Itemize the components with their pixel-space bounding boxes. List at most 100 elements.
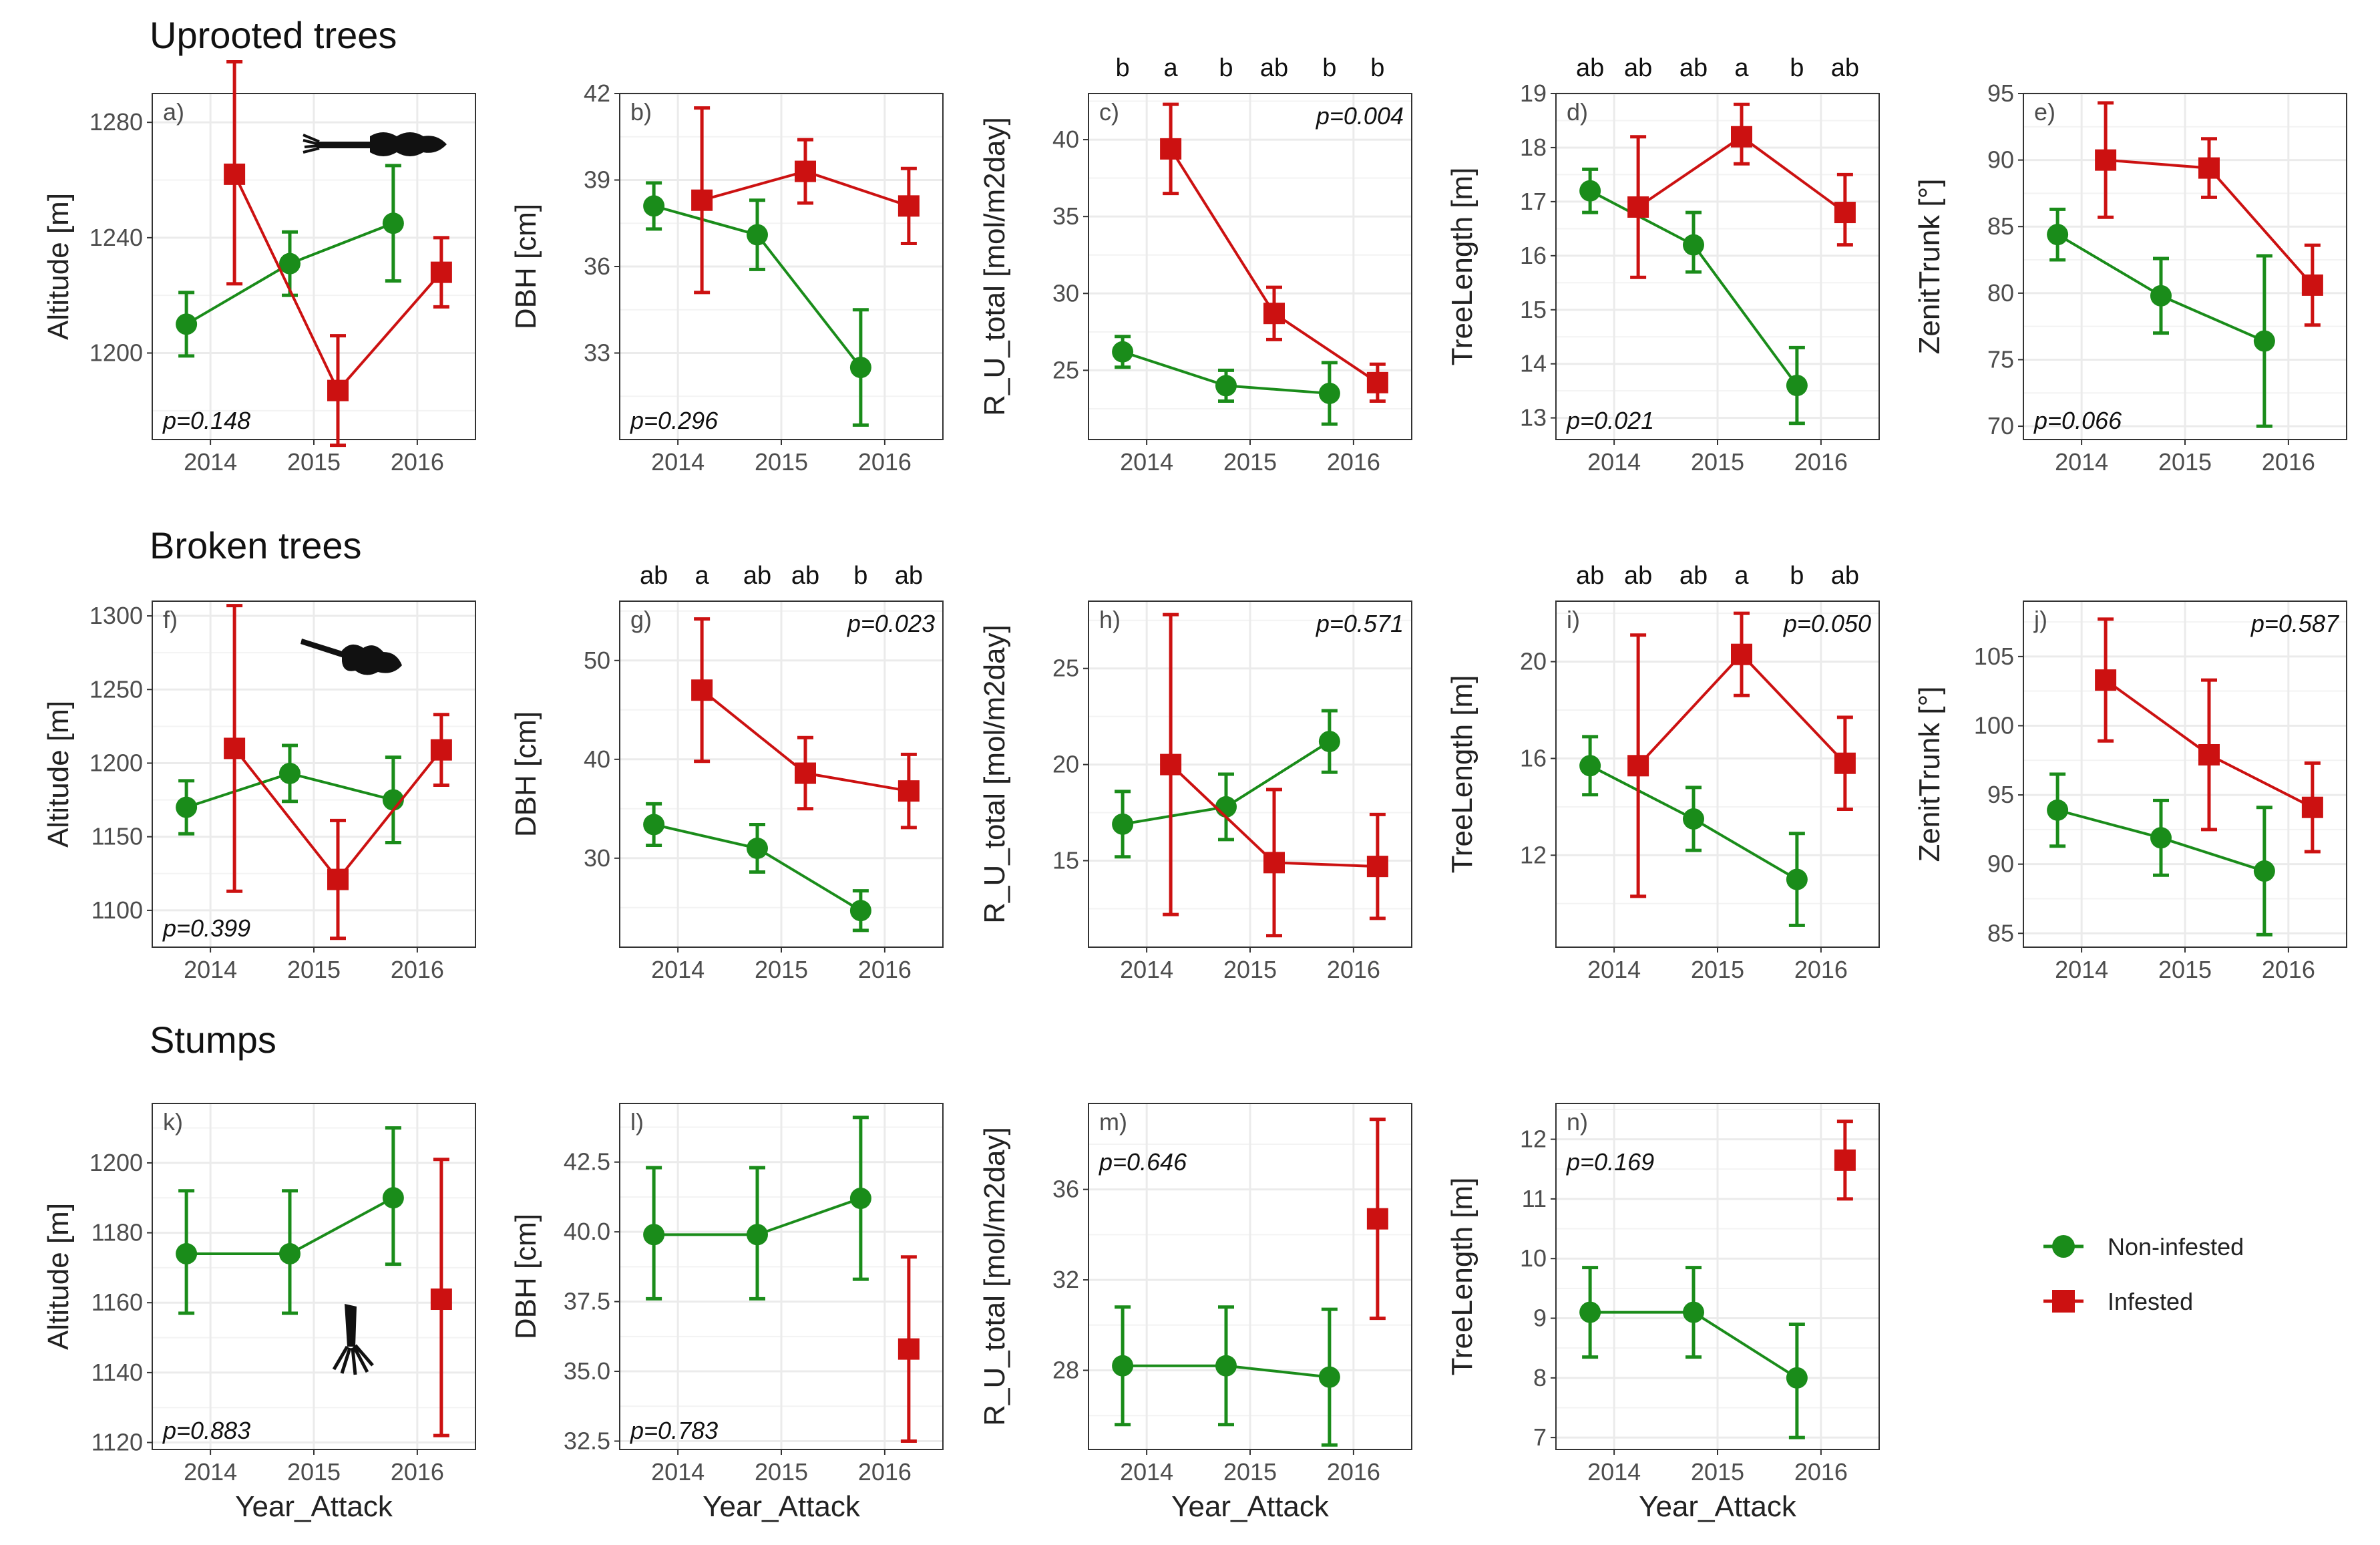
y-tick-label: 13	[1520, 404, 1547, 432]
panel-border	[152, 600, 476, 948]
x-tick-label: 2016	[391, 1458, 444, 1486]
panel-a: 1200 1240 1280 2014 2015 2016 a) p=0.148 Altitud…	[42, 60, 476, 476]
y-axis-label: ZenitTrunk [°]	[1913, 179, 1946, 355]
point-non-infested	[176, 313, 198, 335]
point-infested	[224, 737, 246, 759]
panel-border	[2023, 600, 2347, 948]
point-non-infested	[2047, 799, 2069, 821]
significance-letter: ab	[1679, 54, 1708, 82]
y-tick-label: 11	[1522, 1185, 1547, 1212]
x-tick-label: 2014	[1587, 956, 1641, 983]
y-tick-label: 1300	[89, 602, 143, 629]
panel-tag: d)	[1567, 98, 1588, 126]
y-tick-label: 33	[584, 339, 610, 367]
x-tick-label: 2015	[2158, 448, 2212, 476]
crown-shape	[370, 132, 447, 156]
p-value: p=0.066	[2033, 407, 2122, 434]
y-tick-label: 1200	[89, 339, 143, 367]
y-tick-label: 7	[1533, 1423, 1547, 1451]
y-tick-label: 70	[1987, 412, 2014, 440]
x-tick-label: 2014	[184, 448, 237, 476]
point-non-infested	[2047, 224, 2069, 246]
point-non-infested	[2150, 827, 2172, 849]
panel-b: 33 36 39 42 2014 2015 2016 b) p=0.296 DBH [cm]	[510, 79, 944, 476]
stump-icon	[332, 1304, 374, 1375]
point-non-infested	[1318, 731, 1340, 753]
broken-tree-icon	[301, 639, 402, 675]
panel-tag: m)	[1099, 1108, 1127, 1136]
y-tick-label: 30	[1052, 279, 1079, 307]
point-infested	[2301, 274, 2323, 296]
x-axis-title: Year_Attack	[703, 1490, 861, 1523]
y-tick-label: 36	[1052, 1176, 1079, 1203]
y-tick-label: 1280	[89, 108, 143, 136]
y-tick-label: 15	[1520, 296, 1547, 323]
point-infested	[2095, 149, 2117, 171]
y-tick-label: 40.0	[564, 1218, 610, 1245]
y-tick-label: 12	[1520, 841, 1547, 868]
panel-l: 32.5 35.0 37.5 40.0 42.5 2014 2015 2016 l) p=0.78…	[510, 1103, 944, 1523]
y-axis-label: DBH [cm]	[510, 711, 542, 837]
point-infested	[1366, 1208, 1388, 1230]
panel-h: 15 20 25 2014 2015 2016 h) p=0.571 R_U_total [mo…	[978, 600, 1412, 983]
y-tick-label: 40	[1052, 126, 1079, 153]
y-tick-label: 1240	[89, 224, 143, 251]
point-infested	[430, 261, 452, 283]
panel-border	[1088, 1103, 1412, 1450]
point-non-infested	[747, 1224, 768, 1246]
point-non-infested	[2150, 285, 2172, 307]
legend-infested-marker	[2052, 1290, 2075, 1313]
x-tick-label: 2015	[1223, 1458, 1277, 1486]
y-axis-label: DBH [cm]	[510, 1214, 542, 1339]
significance-letter: b	[1116, 54, 1130, 82]
x-tick-label: 2016	[1794, 448, 1848, 476]
point-infested	[1834, 202, 1856, 224]
y-tick-label: 42	[584, 79, 610, 107]
y-tick-label: 30	[584, 844, 610, 872]
panel-border	[2023, 93, 2347, 440]
panel-border	[619, 600, 944, 948]
point-infested	[327, 379, 349, 401]
roots-shape	[303, 134, 320, 154]
y-tick-label: 42.5	[564, 1148, 610, 1176]
y-tick-label: 25	[1052, 655, 1079, 682]
y-tick-label: 20	[1052, 751, 1079, 778]
y-tick-label: 39	[584, 166, 610, 194]
y-tick-label: 50	[584, 647, 610, 674]
p-value: p=0.004	[1316, 102, 1404, 130]
panel-n: 7 8 9 10 11 12 2014 2015 2016 n) p=0.169 TreeLength…	[1446, 1103, 1880, 1523]
significance-letter: ab	[791, 562, 819, 590]
x-tick-label: 2015	[1223, 956, 1277, 983]
y-tick-label: 19	[1520, 79, 1547, 107]
legend-non-infested-marker	[2052, 1235, 2075, 1258]
x-axis-title: Year_Attack	[235, 1490, 393, 1523]
x-tick-label: 2016	[1327, 956, 1380, 983]
significance-letter: a	[1734, 562, 1749, 590]
p-value: p=0.148	[162, 407, 250, 434]
x-tick-label: 2015	[287, 448, 341, 476]
panel-tag: c)	[1099, 98, 1119, 126]
y-tick-label: 105	[1974, 643, 2014, 670]
point-infested	[2301, 796, 2323, 818]
x-tick-label: 2014	[2055, 448, 2108, 476]
point-infested	[1263, 303, 1285, 325]
significance-letter: b	[1370, 54, 1384, 82]
y-axis-label: TreeLength [m]	[1446, 675, 1478, 874]
point-non-infested	[1579, 180, 1601, 202]
point-non-infested	[176, 796, 198, 818]
point-non-infested	[1579, 1301, 1601, 1323]
x-tick-label: 2015	[287, 956, 341, 983]
y-tick-label: 90	[1987, 146, 2014, 174]
significance-letter: b	[853, 562, 867, 590]
y-tick-label: 1150	[91, 823, 143, 850]
panel-tag: j)	[2033, 606, 2047, 633]
y-tick-label: 12	[1520, 1126, 1547, 1153]
y-tick-label: 85	[1987, 212, 2014, 240]
point-infested	[795, 762, 816, 784]
point-infested	[1263, 852, 1285, 874]
y-tick-label: 25	[1052, 356, 1079, 383]
point-infested	[898, 1338, 920, 1360]
x-axis-title: Year_Attack	[1639, 1490, 1797, 1523]
